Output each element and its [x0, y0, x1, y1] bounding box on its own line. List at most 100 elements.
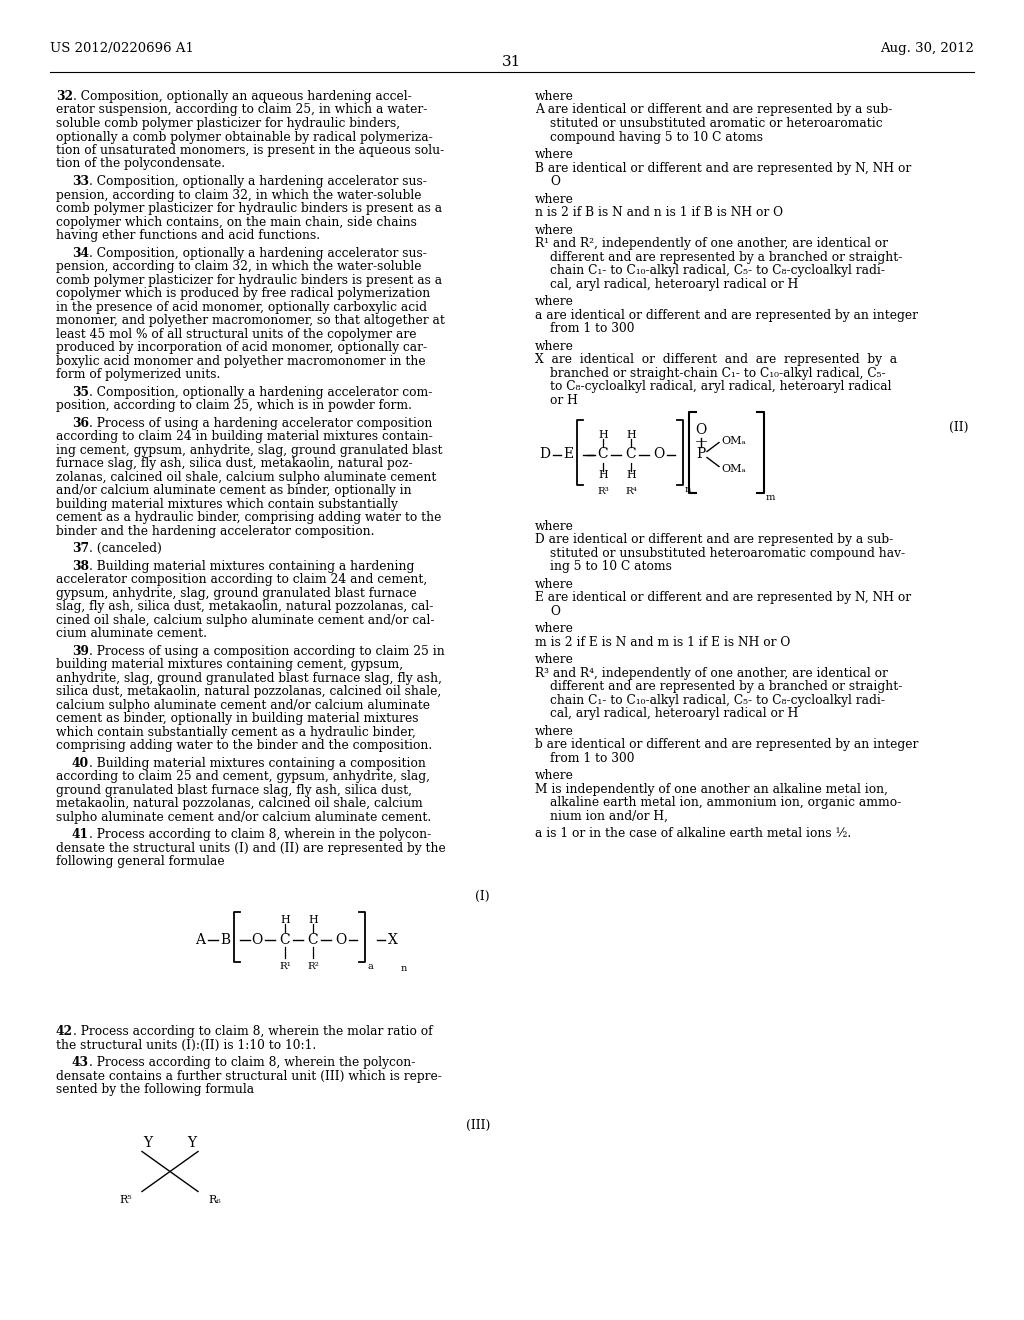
Text: C: C	[598, 447, 608, 462]
Text: erator suspension, according to claim 25, in which a water-: erator suspension, according to claim 25…	[56, 103, 427, 116]
Text: stituted or unsubstituted aromatic or heteroaromatic: stituted or unsubstituted aromatic or he…	[550, 117, 883, 129]
Text: ing 5 to 10 C atoms: ing 5 to 10 C atoms	[550, 560, 672, 573]
Text: O: O	[550, 605, 560, 618]
Text: R⁵: R⁵	[120, 1196, 132, 1205]
Text: Y: Y	[187, 1137, 197, 1151]
Text: O: O	[695, 422, 707, 437]
Text: cined oil shale, calcium sulpho aluminate cement and/or cal-: cined oil shale, calcium sulpho aluminat…	[56, 614, 434, 627]
Text: pension, according to claim 32, in which the water-soluble: pension, according to claim 32, in which…	[56, 260, 422, 273]
Text: comb polymer plasticizer for hydraulic binders is present as a: comb polymer plasticizer for hydraulic b…	[56, 273, 442, 286]
Text: H: H	[626, 429, 636, 440]
Text: ing cement, gypsum, anhydrite, slag, ground granulated blast: ing cement, gypsum, anhydrite, slag, gro…	[56, 444, 442, 457]
Text: B: B	[220, 933, 230, 948]
Text: sulpho aluminate cement and/or calcium aluminate cement.: sulpho aluminate cement and/or calcium a…	[56, 810, 431, 824]
Text: where: where	[535, 296, 573, 308]
Text: cium aluminate cement.: cium aluminate cement.	[56, 627, 207, 640]
Text: the structural units (I):(II) is 1:10 to 10:1.: the structural units (I):(II) is 1:10 to…	[56, 1039, 316, 1052]
Text: . (canceled): . (canceled)	[89, 543, 162, 556]
Text: H: H	[281, 916, 290, 925]
Text: P: P	[696, 447, 706, 462]
Text: from 1 to 300: from 1 to 300	[550, 751, 635, 764]
Text: tion of unsaturated monomers, is present in the aqueous solu-: tion of unsaturated monomers, is present…	[56, 144, 444, 157]
Text: A are identical or different and are represented by a sub-: A are identical or different and are rep…	[535, 103, 892, 116]
Text: anhydrite, slag, ground granulated blast furnace slag, fly ash,: anhydrite, slag, ground granulated blast…	[56, 672, 442, 685]
Text: D: D	[540, 447, 551, 462]
Text: copolymer which is produced by free radical polymerization: copolymer which is produced by free radi…	[56, 286, 430, 300]
Text: slag, fly ash, silica dust, metakaolin, natural pozzolanas, cal-: slag, fly ash, silica dust, metakaolin, …	[56, 601, 433, 614]
Text: silica dust, metakaolin, natural pozzolanas, calcined oil shale,: silica dust, metakaolin, natural pozzola…	[56, 685, 441, 698]
Text: Aug. 30, 2012: Aug. 30, 2012	[880, 42, 974, 55]
Text: zolanas, calcined oil shale, calcium sulpho aluminate cement: zolanas, calcined oil shale, calcium sul…	[56, 471, 436, 483]
Text: C: C	[626, 447, 636, 462]
Text: where: where	[535, 770, 573, 783]
Text: calcium sulpho aluminate cement and/or calcium aluminate: calcium sulpho aluminate cement and/or c…	[56, 698, 430, 711]
Text: R⁴: R⁴	[625, 487, 637, 496]
Text: H: H	[598, 429, 608, 440]
Text: from 1 to 300: from 1 to 300	[550, 322, 635, 335]
Text: O: O	[653, 447, 665, 462]
Text: furnace slag, fly ash, silica dust, metakaolin, natural poz-: furnace slag, fly ash, silica dust, meta…	[56, 457, 413, 470]
Text: 31: 31	[503, 55, 521, 69]
Text: tion of the polycondensate.: tion of the polycondensate.	[56, 157, 225, 170]
Text: O: O	[336, 933, 347, 948]
Text: X  are  identical  or  different  and  are  represented  by  a: X are identical or different and are rep…	[535, 354, 897, 366]
Text: R¹ and R², independently of one another, are identical or: R¹ and R², independently of one another,…	[535, 238, 888, 251]
Text: . Composition, optionally a hardening accelerator sus-: . Composition, optionally a hardening ac…	[89, 176, 427, 187]
Text: according to claim 25 and cement, gypsum, anhydrite, slag,: according to claim 25 and cement, gypsum…	[56, 771, 430, 783]
Text: stituted or unsubstituted heteroaromatic compound hav-: stituted or unsubstituted heteroaromatic…	[550, 546, 905, 560]
Text: ground granulated blast furnace slag, fly ash, silica dust,: ground granulated blast furnace slag, fl…	[56, 784, 412, 797]
Text: C: C	[307, 933, 318, 948]
Text: O: O	[251, 933, 262, 948]
Text: branched or straight-chain C₁- to C₁₀-alkyl radical, C₅-: branched or straight-chain C₁- to C₁₀-al…	[550, 367, 886, 380]
Text: D are identical or different and are represented by a sub-: D are identical or different and are rep…	[535, 533, 893, 546]
Text: US 2012/0220696 A1: US 2012/0220696 A1	[50, 42, 194, 55]
Text: . Composition, optionally an aqueous hardening accel-: . Composition, optionally an aqueous har…	[73, 90, 412, 103]
Text: m is 2 if E is N and m is 1 if E is NH or O: m is 2 if E is N and m is 1 if E is NH o…	[535, 636, 791, 648]
Text: chain C₁- to C₁₀-alkyl radical, C₅- to C₈-cycloalkyl radi-: chain C₁- to C₁₀-alkyl radical, C₅- to C…	[550, 693, 885, 706]
Text: M is independently of one another an alkaline metal ion,: M is independently of one another an alk…	[535, 783, 888, 796]
Text: a: a	[368, 962, 374, 972]
Text: 33: 33	[72, 176, 89, 187]
Text: densate the structural units (I) and (II) are represented by the: densate the structural units (I) and (II…	[56, 842, 445, 855]
Text: following general formulae: following general formulae	[56, 855, 224, 869]
Text: where: where	[535, 725, 573, 738]
Text: different and are represented by a branched or straight-: different and are represented by a branc…	[550, 680, 902, 693]
Text: 38: 38	[72, 560, 89, 573]
Text: form of polymerized units.: form of polymerized units.	[56, 368, 220, 381]
Text: 39: 39	[72, 645, 89, 657]
Text: in the presence of acid monomer, optionally carboxylic acid: in the presence of acid monomer, optiona…	[56, 301, 427, 314]
Text: where: where	[535, 148, 573, 161]
Text: metakaolin, natural pozzolanas, calcined oil shale, calcium: metakaolin, natural pozzolanas, calcined…	[56, 797, 423, 810]
Text: 41: 41	[72, 829, 89, 841]
Text: E: E	[563, 447, 573, 462]
Text: cal, aryl radical, heteroaryl radical or H: cal, aryl radical, heteroaryl radical or…	[550, 277, 799, 290]
Text: where: where	[535, 223, 573, 236]
Text: (II): (II)	[949, 421, 969, 434]
Text: 40: 40	[72, 756, 89, 770]
Text: . Composition, optionally a hardening accelerator sus-: . Composition, optionally a hardening ac…	[89, 247, 427, 260]
Text: optionally a comb polymer obtainable by radical polymeriza-: optionally a comb polymer obtainable by …	[56, 131, 433, 144]
Text: soluble comb polymer plasticizer for hydraulic binders,: soluble comb polymer plasticizer for hyd…	[56, 117, 400, 129]
Text: H: H	[598, 470, 608, 479]
Text: different and are represented by a branched or straight-: different and are represented by a branc…	[550, 251, 902, 264]
Text: A: A	[195, 933, 205, 948]
Text: accelerator composition according to claim 24 and cement,: accelerator composition according to cla…	[56, 573, 427, 586]
Text: to C₈-cycloalkyl radical, aryl radical, heteroaryl radical: to C₈-cycloalkyl radical, aryl radical, …	[550, 380, 892, 393]
Text: copolymer which contains, on the main chain, side chains: copolymer which contains, on the main ch…	[56, 215, 417, 228]
Text: OMₐ: OMₐ	[721, 436, 745, 446]
Text: according to claim 24 in building material mixtures contain-: according to claim 24 in building materi…	[56, 430, 433, 444]
Text: R²: R²	[307, 962, 318, 972]
Text: alkaline earth metal ion, ammonium ion, organic ammo-: alkaline earth metal ion, ammonium ion, …	[550, 796, 901, 809]
Text: gypsum, anhydrite, slag, ground granulated blast furnace: gypsum, anhydrite, slag, ground granulat…	[56, 587, 417, 599]
Text: 36: 36	[72, 417, 89, 430]
Text: cement as a hydraulic binder, comprising adding water to the: cement as a hydraulic binder, comprising…	[56, 511, 441, 524]
Text: . Building material mixtures containing a composition: . Building material mixtures containing …	[89, 756, 426, 770]
Text: X: X	[388, 933, 398, 948]
Text: 35: 35	[72, 385, 89, 399]
Text: densate contains a further structural unit (III) which is repre-: densate contains a further structural un…	[56, 1071, 442, 1082]
Text: b are identical or different and are represented by an integer: b are identical or different and are rep…	[535, 738, 919, 751]
Text: a is 1 or in the case of alkaline earth metal ions ½.: a is 1 or in the case of alkaline earth …	[535, 828, 851, 841]
Text: R³ and R⁴, independently of one another, are identical or: R³ and R⁴, independently of one another,…	[535, 667, 888, 680]
Text: where: where	[535, 90, 573, 103]
Text: (I): (I)	[475, 891, 490, 903]
